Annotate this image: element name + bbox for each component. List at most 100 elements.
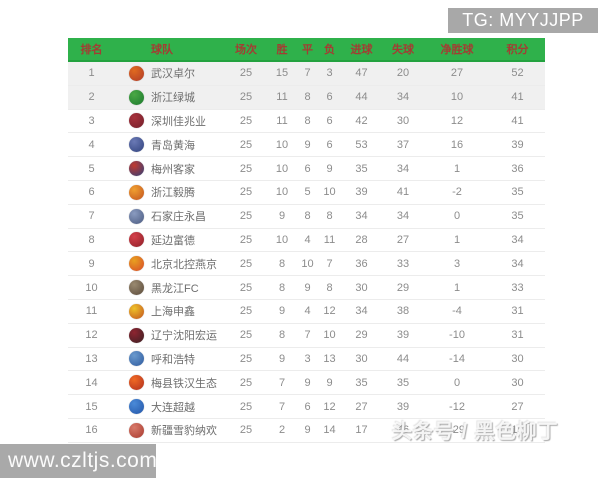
team-cell[interactable]: 梅州客家	[115, 161, 225, 177]
team-cell[interactable]: 北京北控燕京	[115, 256, 225, 272]
table-row: 2 浙江绿城 25 11 8 6 44 34 10 41	[68, 85, 545, 110]
column-header-loss: 负	[324, 44, 335, 56]
win-cell: 7	[278, 400, 286, 413]
column-header-points: 积分	[506, 44, 529, 56]
win-cell: 9	[278, 352, 286, 365]
draw-cell: 4	[304, 233, 311, 246]
goals-against-cell: 44	[396, 352, 410, 365]
team-cell[interactable]: 黑龙江FC	[115, 280, 225, 296]
rank-cell: 6	[88, 186, 95, 199]
win-cell: 10	[275, 138, 289, 151]
goals-against-cell: 34	[396, 210, 410, 223]
rank-cell: 9	[88, 257, 95, 270]
table-row: 16 新疆雪豹纳欢 25 2 9 14 17 46 -29 15	[68, 418, 545, 443]
goal-diff-cell: 0	[453, 376, 461, 389]
played-cell: 25	[239, 352, 253, 365]
team-cell[interactable]: 青岛黄海	[115, 137, 225, 153]
team-logo-icon	[129, 89, 144, 105]
rank-cell: 5	[88, 162, 95, 175]
goals-against-cell: 41	[396, 186, 410, 199]
rank-cell: 13	[85, 352, 98, 365]
team-name: 新疆雪豹纳欢	[151, 425, 217, 438]
watermark-bottom-right: 头条号 / 黑色柳丁	[392, 421, 559, 443]
goals-for-cell: 34	[355, 210, 368, 223]
team-cell[interactable]: 浙江绿城	[115, 89, 225, 105]
watermark-bottom-left: www.czltjs.com	[0, 444, 157, 478]
goals-for-cell: 35	[355, 376, 368, 389]
team-logo-icon	[129, 399, 144, 415]
goal-diff-cell: 10	[450, 91, 464, 104]
draw-cell: 7	[304, 329, 311, 342]
table-row: 9 北京北控燕京 25 8 10 7 36 33 3 34	[68, 252, 545, 277]
loss-cell: 14	[323, 424, 336, 437]
team-cell[interactable]: 呼和浩特	[115, 351, 225, 367]
draw-cell: 9	[304, 424, 311, 437]
played-cell: 25	[239, 305, 253, 318]
loss-cell: 3	[326, 67, 333, 80]
played-cell: 25	[239, 114, 253, 127]
team-cell[interactable]: 石家庄永昌	[115, 208, 225, 224]
team-cell[interactable]: 武汉卓尔	[115, 65, 225, 81]
win-cell: 10	[275, 162, 289, 175]
team-logo-icon	[129, 280, 144, 296]
draw-cell: 8	[304, 210, 311, 223]
team-cell[interactable]: 浙江毅腾	[115, 184, 225, 200]
rank-cell: 10	[85, 281, 98, 294]
team-logo-icon	[129, 65, 144, 81]
rank-cell: 14	[85, 376, 98, 389]
rank-cell: 2	[88, 91, 95, 104]
win-cell: 8	[278, 329, 286, 342]
played-cell: 25	[239, 281, 253, 294]
goals-against-cell: 39	[396, 400, 410, 413]
goal-diff-cell: -12	[449, 400, 465, 413]
table-row: 15 大连超越 25 7 6 12 27 39 -12 27	[68, 395, 545, 419]
goals-for-cell: 29	[355, 329, 368, 342]
team-name: 武汉卓尔	[151, 68, 195, 81]
points-cell: 41	[511, 114, 524, 127]
played-cell: 25	[239, 329, 253, 342]
goals-for-cell: 47	[355, 67, 368, 80]
goals-for-cell: 30	[355, 281, 368, 294]
draw-cell: 4	[304, 305, 311, 318]
loss-cell: 6	[326, 114, 333, 127]
win-cell: 11	[276, 91, 288, 104]
goals-for-cell: 27	[355, 400, 368, 413]
team-cell[interactable]: 新疆雪豹纳欢	[115, 422, 225, 438]
draw-cell: 8	[304, 114, 311, 127]
goal-diff-cell: 1	[453, 281, 461, 294]
goal-diff-cell: -2	[452, 186, 462, 199]
team-cell[interactable]: 梅县铁汉生态	[115, 375, 225, 391]
win-cell: 15	[275, 67, 289, 80]
team-name: 石家庄永昌	[151, 211, 206, 224]
goals-for-cell: 42	[355, 114, 368, 127]
table-row: 4 青岛黄海 25 10 9 6 53 37 16 39	[68, 133, 545, 158]
draw-cell: 10	[301, 257, 314, 270]
team-cell[interactable]: 辽宁沈阳宏运	[115, 327, 225, 343]
column-header-draw: 平	[302, 44, 313, 56]
team-cell[interactable]: 深圳佳兆业	[115, 113, 225, 129]
draw-cell: 6	[304, 400, 311, 413]
loss-cell: 8	[326, 210, 333, 223]
points-cell: 15	[511, 424, 524, 437]
loss-cell: 12	[323, 305, 336, 318]
table-row: 5 梅州客家 25 10 6 9 35 34 1 36	[68, 157, 545, 181]
team-cell[interactable]: 大连超越	[115, 399, 225, 415]
goal-diff-cell: 1	[453, 162, 461, 175]
rank-cell: 3	[88, 114, 95, 127]
team-name: 呼和浩特	[151, 353, 195, 366]
goals-for-cell: 39	[355, 186, 368, 199]
win-cell: 11	[276, 114, 288, 127]
loss-cell: 10	[323, 329, 336, 342]
goals-against-cell: 20	[396, 67, 410, 80]
played-cell: 25	[239, 400, 253, 413]
team-cell[interactable]: 上海申鑫	[115, 303, 225, 319]
table-header-row: 排名 球队 场次 胜 平 负 进球 失球 净胜球 积分	[68, 38, 545, 62]
draw-cell: 3	[304, 352, 311, 365]
rank-cell: 8	[88, 233, 95, 246]
goals-for-cell: 34	[355, 305, 368, 318]
team-name: 辽宁沈阳宏运	[151, 330, 217, 343]
goal-diff-cell: -4	[452, 305, 462, 318]
goals-for-cell: 53	[355, 138, 368, 151]
team-logo-icon	[129, 232, 144, 248]
team-cell[interactable]: 延边富德	[115, 232, 225, 248]
